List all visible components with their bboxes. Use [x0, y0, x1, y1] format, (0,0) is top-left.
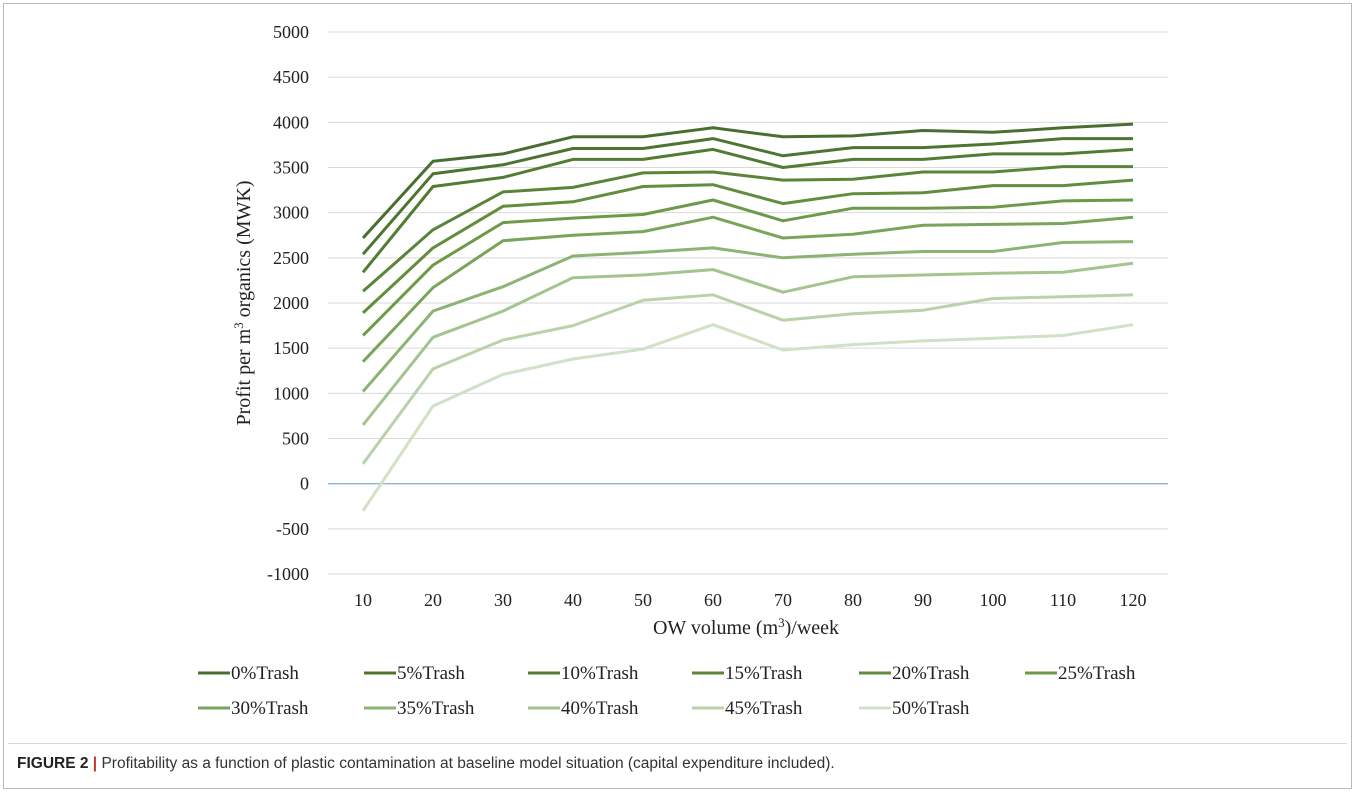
y-tick-label: 5000: [273, 22, 309, 42]
series-lines: [361, 122, 1134, 512]
figure-separator: |: [92, 755, 98, 772]
y-tick-label: -500: [276, 519, 309, 539]
series-line-40pct-trash: [361, 261, 1134, 426]
legend-label: 45%Trash: [725, 698, 803, 719]
legend-item: 10%Trash: [528, 663, 639, 684]
legend-item: 35%Trash: [364, 698, 475, 719]
series-line-20pct-trash: [361, 178, 1134, 314]
x-axis-ticks: 10 20 30 40 50 60 70 80 90 100 110 120: [354, 590, 1147, 610]
x-tick-label: 20: [424, 590, 442, 610]
y-tick-label: 2500: [273, 248, 309, 268]
series-line-50pct-trash: [361, 323, 1134, 512]
y-tick-label: 3500: [273, 158, 309, 178]
y-tick-label: -1000: [267, 564, 309, 584]
figure-label: FIGURE 2: [17, 755, 89, 772]
legend-label: 50%Trash: [892, 698, 970, 719]
legend-item: 25%Trash: [1025, 663, 1136, 684]
legend-label: 10%Trash: [561, 663, 639, 684]
legend-item: 40%Trash: [528, 698, 639, 719]
legend-item: 15%Trash: [692, 663, 803, 684]
legend-label: 0%Trash: [231, 663, 299, 684]
x-tick-label: 110: [1050, 590, 1076, 610]
legend-label: 40%Trash: [561, 698, 639, 719]
series-line-0pct-trash: [361, 122, 1134, 240]
legend-label: 5%Trash: [397, 663, 465, 684]
figure-caption: FIGURE 2 | Profitability as a function o…: [17, 755, 1337, 773]
figure-frame: [3, 3, 1352, 789]
x-tick-label: 80: [844, 590, 862, 610]
legend-label: 30%Trash: [231, 698, 309, 719]
legend: 0%Trash 5%Trash 10%Trash 15%Trash 20%Trash 25…: [198, 663, 1136, 719]
legend-label: 15%Trash: [725, 663, 803, 684]
x-tick-label: 70: [774, 590, 792, 610]
legend-item: 0%Trash: [198, 663, 299, 684]
series-line-30pct-trash: [361, 215, 1134, 363]
legend-label: 25%Trash: [1058, 663, 1136, 684]
series-line-15pct-trash: [362, 165, 1133, 293]
x-tick-label: 30: [494, 590, 512, 610]
figure-caption-text: Profitability as a function of plastic c…: [101, 755, 835, 772]
y-axis-title: Profit per m3 organics (MWK): [231, 181, 256, 426]
x-tick-label: 40: [564, 590, 582, 610]
series-line-10pct-trash: [361, 147, 1134, 274]
x-tick-label: 60: [704, 590, 722, 610]
y-tick-label: 4500: [273, 67, 309, 87]
y-tick-label: 1500: [273, 338, 309, 358]
series-line-45pct-trash: [361, 293, 1134, 465]
legend-item: 50%Trash: [859, 698, 970, 719]
y-tick-label: 4000: [273, 112, 309, 132]
x-tick-label: 120: [1120, 590, 1147, 610]
line-chart: 5000450040003500300025002000150010005000…: [198, 22, 1168, 719]
x-tick-label: 10: [354, 590, 372, 610]
caption-divider: [8, 743, 1347, 744]
y-tick-label: 500: [282, 429, 309, 449]
y-tick-label: 2000: [273, 293, 309, 313]
series-line-5pct-trash: [361, 137, 1133, 256]
legend-item: 5%Trash: [364, 663, 465, 684]
x-tick-label: 100: [980, 590, 1007, 610]
legend-item: 30%Trash: [198, 698, 309, 719]
legend-item: 20%Trash: [859, 663, 970, 684]
x-tick-label: 90: [914, 590, 932, 610]
series-line-35pct-trash: [361, 240, 1134, 393]
y-axis-ticks: 5000450040003500300025002000150010005000…: [267, 22, 309, 584]
y-tick-label: 3000: [273, 203, 309, 223]
y-tick-label: 1000: [273, 383, 309, 403]
series-line-25pct-trash: [361, 198, 1134, 337]
y-tick-label: 0: [300, 474, 309, 494]
legend-label: 35%Trash: [397, 698, 475, 719]
gridlines: [328, 31, 1168, 575]
legend-item: 45%Trash: [692, 698, 803, 719]
x-tick-label: 50: [634, 590, 652, 610]
legend-label: 20%Trash: [892, 663, 970, 684]
x-axis-title: OW volume (m3)/week: [653, 615, 839, 640]
